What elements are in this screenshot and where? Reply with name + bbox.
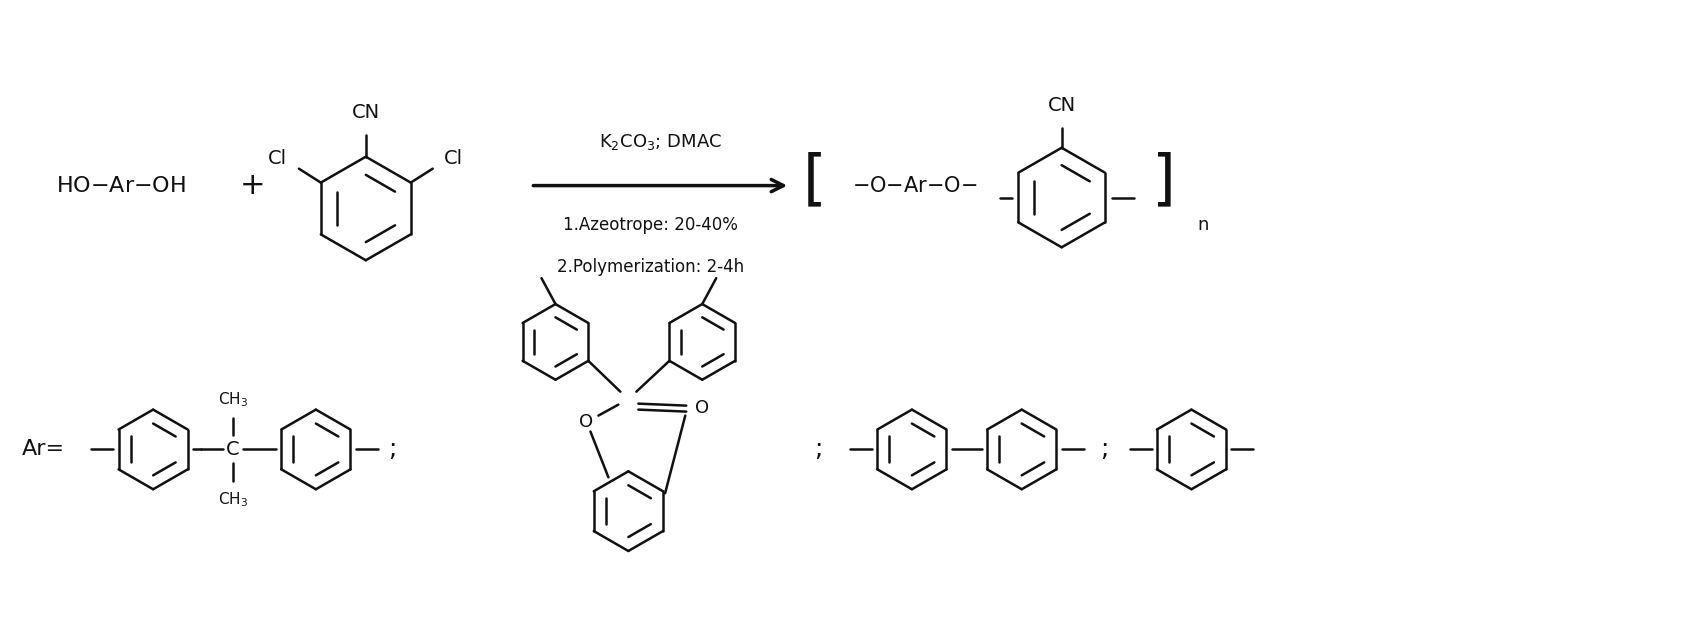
Text: ;: ; [1100,437,1108,461]
Text: O: O [580,413,593,431]
Text: CH$_3$: CH$_3$ [218,390,249,409]
Text: ]: ] [1151,151,1175,210]
Text: Cl: Cl [268,149,288,168]
Text: Ar=: Ar= [22,440,65,460]
Text: K$_2$CO$_3$; DMAC: K$_2$CO$_3$; DMAC [598,132,721,152]
Text: +: + [240,171,266,200]
Text: ;: ; [813,437,822,461]
Text: [: [ [803,151,827,210]
Text: 1.Azeotrope: 20-40%: 1.Azeotrope: 20-40% [563,216,738,234]
Text: Cl: Cl [443,149,464,168]
Text: n: n [1197,216,1209,234]
Text: 2.Polymerization: 2-4h: 2.Polymerization: 2-4h [558,258,743,276]
Text: CN: CN [1047,97,1076,115]
Text: $-$O$-$Ar$-$O$-$: $-$O$-$Ar$-$O$-$ [852,175,977,196]
Text: HO$-$Ar$-$OH: HO$-$Ar$-$OH [56,175,186,196]
Text: CN: CN [351,104,380,122]
Text: O: O [696,399,709,417]
Text: CH$_3$: CH$_3$ [218,490,249,509]
Text: C: C [227,440,240,459]
Text: ;: ; [389,437,397,461]
